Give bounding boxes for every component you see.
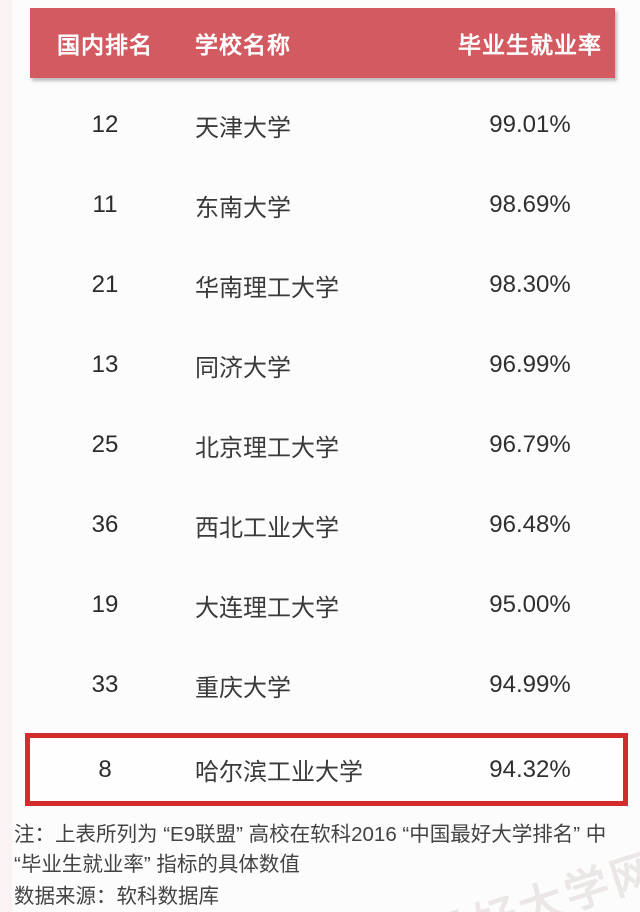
employment-rate-cell: 96.48% — [489, 511, 571, 538]
rank-cell: 11 — [92, 191, 118, 218]
ranking-table: 国内排名 学校名称 毕业生就业率 12 天津大学 99.01% 11 东南大学 … — [25, 8, 628, 806]
employment-rate-cell: 99.01% — [489, 111, 571, 138]
footnote-line-2: “毕业生就业率” 指标的具体数值 — [14, 853, 300, 876]
table-row: 11 东南大学 98.69% — [30, 165, 615, 245]
school-name-cell: 重庆大学 — [195, 674, 291, 702]
employment-rate-cell: 96.79% — [489, 431, 571, 458]
column-header-rank: 国内排名 — [57, 32, 153, 58]
column-header-employment-rate: 毕业生就业率 — [458, 32, 602, 58]
school-name-cell: 华南理工大学 — [195, 274, 339, 302]
school-name-cell: 北京理工大学 — [195, 434, 339, 462]
footnotes: 注：上表所列为 “E9联盟” 高校在软科2016 “中国最好大学排名” 中 “毕… — [14, 820, 628, 912]
table-row: 12 天津大学 99.01% — [30, 85, 615, 165]
table-header-row: 国内排名 学校名称 毕业生就业率 — [30, 8, 615, 78]
rank-cell: 12 — [91, 111, 119, 138]
column-header-school: 学校名称 — [195, 32, 291, 58]
school-name-cell: 天津大学 — [195, 114, 291, 142]
table-row: 13 同济大学 96.99% — [30, 325, 615, 405]
footnote-line-1: 注：上表所列为 “E9联盟” 高校在软科2016 “中国最好大学排名” 中 — [14, 823, 607, 846]
data-source-note: 数据来源：软科数据库 — [14, 885, 219, 908]
left-edge-tint — [0, 0, 12, 912]
table-row: 36 西北工业大学 96.48% — [30, 485, 615, 565]
employment-rate-cell: 95.00% — [489, 591, 571, 618]
school-name-cell: 同济大学 — [195, 354, 291, 382]
employment-rate-cell: 96.99% — [489, 351, 571, 378]
employment-rate-cell: 98.69% — [489, 191, 571, 218]
employment-rate-cell: 94.32% — [489, 755, 571, 783]
table-row: 25 北京理工大学 96.79% — [30, 405, 615, 485]
rank-cell: 25 — [91, 431, 119, 458]
employment-rate-cell: 98.30% — [489, 271, 571, 298]
table-body: 12 天津大学 99.01% 11 东南大学 98.69% 21 华南理工大学 … — [25, 85, 628, 806]
rank-cell: 33 — [91, 671, 119, 698]
rank-cell: 8 — [98, 755, 112, 783]
rank-cell: 36 — [91, 511, 119, 538]
rank-cell: 21 — [91, 271, 119, 298]
rank-cell: 19 — [91, 591, 119, 618]
school-name-cell: 哈尔滨工业大学 — [195, 759, 363, 786]
table-row-highlighted: 8 哈尔滨工业大学 94.32% — [25, 733, 628, 806]
table-row: 33 重庆大学 94.99% — [30, 645, 615, 725]
school-name-cell: 大连理工大学 — [195, 594, 339, 622]
table-row: 21 华南理工大学 98.30% — [30, 245, 615, 325]
rank-cell: 13 — [91, 351, 119, 378]
employment-rate-cell: 94.99% — [489, 671, 571, 698]
table-row: 19 大连理工大学 95.00% — [30, 565, 615, 645]
school-name-cell: 东南大学 — [195, 194, 291, 222]
school-name-cell: 西北工业大学 — [195, 514, 339, 542]
